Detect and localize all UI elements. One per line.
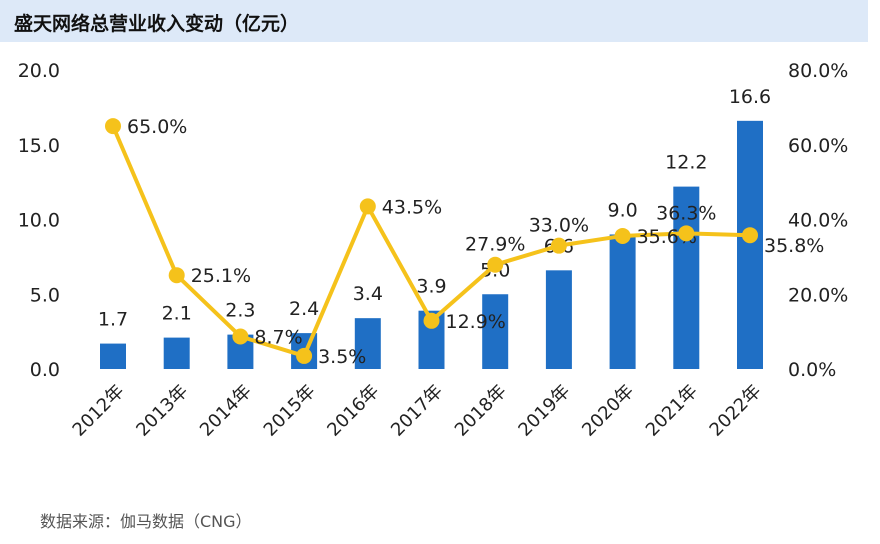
growth-label: 35.8% bbox=[764, 235, 824, 257]
bar bbox=[737, 120, 763, 369]
x-tick-label: 2019年 bbox=[514, 381, 574, 441]
x-tick-label: 2018年 bbox=[451, 381, 511, 441]
x-tick-label: 2016年 bbox=[323, 381, 383, 441]
growth-point bbox=[678, 225, 695, 242]
growth-point bbox=[550, 237, 567, 254]
bar-label: 2.3 bbox=[225, 300, 255, 322]
bar-label: 3.9 bbox=[416, 276, 446, 298]
bar-label: 9.0 bbox=[607, 199, 637, 221]
growth-point bbox=[487, 256, 504, 273]
source-note: 数据来源：伽马数据（CNG） bbox=[40, 512, 252, 531]
left-axis-tick: 15.0 bbox=[18, 135, 60, 157]
growth-point bbox=[168, 267, 185, 284]
growth-point bbox=[296, 347, 313, 364]
growth-point bbox=[232, 328, 249, 345]
bar bbox=[100, 343, 126, 369]
x-tick-label: 2013年 bbox=[132, 381, 192, 441]
bar-label: 2.4 bbox=[289, 298, 319, 320]
right-axis-tick: 60.0% bbox=[788, 135, 848, 157]
bar bbox=[545, 270, 572, 369]
chart-title: 盛天网络总营业收入变动（亿元） bbox=[14, 13, 300, 35]
bar-label: 1.7 bbox=[98, 309, 128, 331]
growth-label: 3.5% bbox=[318, 346, 366, 368]
bar-label: 12.2 bbox=[665, 152, 707, 174]
growth-label: 65.0% bbox=[127, 116, 187, 138]
bar bbox=[482, 294, 509, 369]
growth-label: 33.0% bbox=[529, 215, 589, 237]
growth-point bbox=[359, 198, 376, 215]
right-axis-tick: 0.0% bbox=[788, 359, 836, 381]
growth-label: 8.7% bbox=[254, 326, 302, 348]
bar bbox=[163, 337, 190, 369]
left-axis-tick: 10.0 bbox=[18, 210, 60, 232]
bar-label: 2.1 bbox=[162, 303, 192, 325]
left-axis-tick: 0.0 bbox=[30, 359, 60, 381]
right-axis-tick: 40.0% bbox=[788, 210, 848, 232]
bar-label: 16.6 bbox=[729, 86, 771, 108]
x-tick-label: 2021年 bbox=[642, 381, 702, 441]
x-tick-label: 2020年 bbox=[578, 381, 638, 441]
left-axis-tick: 20.0 bbox=[18, 60, 60, 82]
right-axis-tick: 80.0% bbox=[788, 60, 848, 82]
growth-label: 25.1% bbox=[191, 265, 251, 287]
x-tick-label: 2012年 bbox=[69, 381, 129, 441]
bar bbox=[354, 318, 381, 369]
bar bbox=[673, 186, 700, 369]
growth-point bbox=[105, 118, 121, 135]
growth-label: 12.9% bbox=[446, 311, 506, 333]
bar bbox=[609, 234, 636, 369]
x-tick-label: 2017年 bbox=[387, 381, 447, 441]
x-tick-label: 2022年 bbox=[706, 381, 766, 441]
growth-label: 43.5% bbox=[382, 196, 442, 218]
growth-label: 36.3% bbox=[656, 202, 716, 224]
growth-label: 27.9% bbox=[465, 234, 525, 256]
bar-label: 3.4 bbox=[353, 283, 383, 305]
growth-point bbox=[614, 227, 631, 244]
growth-point bbox=[423, 312, 440, 329]
left-axis-tick: 5.0 bbox=[30, 284, 60, 306]
x-tick-label: 2015年 bbox=[260, 381, 320, 441]
x-tick-label: 2014年 bbox=[196, 381, 256, 441]
right-axis-tick: 20.0% bbox=[788, 284, 848, 306]
title-bar: 盛天网络总营业收入变动（亿元） bbox=[0, 0, 868, 42]
growth-point bbox=[742, 227, 758, 244]
